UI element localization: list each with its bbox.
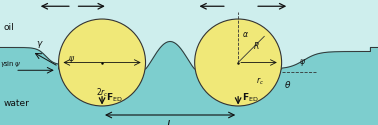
Text: $L$: $L$ [166,118,174,125]
Text: water: water [4,99,29,108]
Text: $\theta$: $\theta$ [284,79,291,90]
Text: oil: oil [4,23,14,32]
Text: $\gamma$: $\gamma$ [36,39,43,50]
Ellipse shape [195,19,282,106]
Text: $\mathbf{F}_{\rm EC}$: $\mathbf{F}_{\rm EC}$ [186,0,203,1]
Text: $2r_c$: $2r_c$ [96,86,108,99]
Text: $\mathbf{F}_{\rm EC}$: $\mathbf{F}_{\rm EC}$ [99,0,116,1]
Text: $\gamma\!\sin\psi$: $\gamma\!\sin\psi$ [0,59,21,69]
Text: $\psi$: $\psi$ [68,54,75,65]
Text: $r_c$: $r_c$ [256,76,264,87]
Text: $\alpha$: $\alpha$ [242,30,249,39]
Text: $R$: $R$ [253,40,260,51]
Polygon shape [0,42,378,125]
Text: $\mathbf{F}_{\rm ER}$: $\mathbf{F}_{\rm ER}$ [31,0,48,1]
Ellipse shape [59,19,146,106]
Text: $\mathbf{F}_{\rm ED}$: $\mathbf{F}_{\rm ED}$ [242,91,259,104]
Text: $\mathbf{F}_{\rm ER}$: $\mathbf{F}_{\rm ER}$ [281,0,297,1]
Text: $\psi$: $\psi$ [299,57,306,68]
Text: $\mathbf{F}_{\rm ED}$: $\mathbf{F}_{\rm ED}$ [106,91,122,104]
